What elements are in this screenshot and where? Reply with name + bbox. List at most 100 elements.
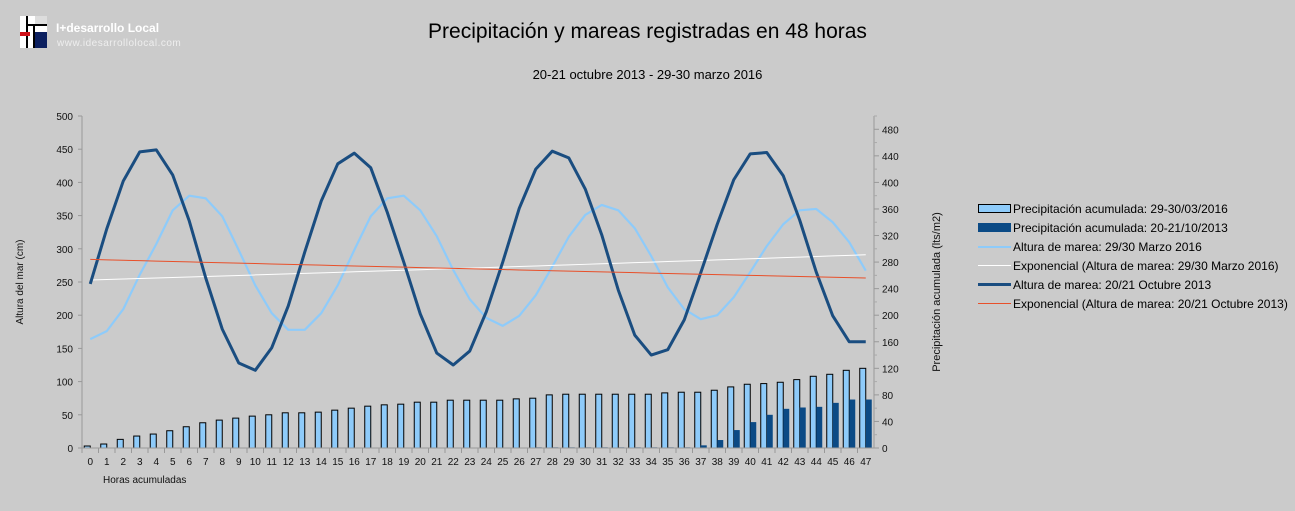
x-tick-label: 44	[811, 457, 823, 468]
bar	[710, 389, 718, 449]
x-tick-label: 1	[104, 457, 110, 468]
bar	[809, 375, 817, 449]
x-tick-label: 9	[236, 457, 242, 468]
x-tick-label: 5	[170, 457, 176, 468]
x-tick-label: 22	[448, 457, 460, 468]
brand-logo	[20, 16, 47, 48]
bar	[331, 409, 339, 449]
y-tick-label: 0	[67, 444, 73, 455]
x-tick-label: 27	[530, 457, 542, 468]
bar	[677, 391, 685, 449]
bar	[826, 373, 834, 449]
bar	[562, 393, 570, 449]
bar	[766, 414, 773, 448]
bar	[661, 392, 669, 449]
bar	[816, 406, 823, 448]
legend-swatch	[978, 283, 1011, 286]
x-tick-label: 10	[250, 457, 262, 468]
y-tick-label: 50	[62, 411, 74, 422]
y2-tick-label: 480	[882, 125, 899, 136]
bar	[776, 381, 784, 449]
x-tick-label: 29	[563, 457, 575, 468]
x-tick-label: 32	[613, 457, 625, 468]
bar	[182, 426, 190, 449]
bar	[347, 407, 355, 449]
bar	[628, 393, 636, 449]
y2-tick-label: 120	[882, 364, 899, 375]
x-tick-label: 12	[283, 457, 295, 468]
trend-line	[90, 258, 866, 279]
x-tick-label: 30	[580, 457, 592, 468]
x-tick-label: 43	[794, 457, 806, 468]
bar	[793, 379, 801, 449]
bar	[783, 408, 790, 448]
legend-label: Altura de marea: 29/30 Marzo 2016	[1013, 239, 1202, 254]
bar	[380, 404, 388, 449]
legend-label: Exponencial (Altura de marea: 20/21 Octu…	[1013, 296, 1288, 311]
bar	[314, 411, 322, 449]
legend-swatch	[978, 265, 1011, 266]
bar	[849, 399, 856, 448]
chart-subtitle: 20-21 octubre 2013 - 29-30 marzo 2016	[532, 67, 763, 82]
bar	[199, 422, 207, 449]
x-tick-label: 18	[382, 457, 394, 468]
bar	[413, 401, 421, 449]
bar	[700, 445, 707, 448]
brand-name: I+desarrollo Local	[56, 21, 160, 35]
x-tick-label: 34	[646, 457, 658, 468]
legend-item: Precipitación acumulada: 29-30/03/2016	[978, 199, 1288, 218]
x-tick-label: 15	[332, 457, 344, 468]
chart-title: Precipitación y mareas registradas en 48…	[428, 20, 867, 43]
bar	[743, 383, 751, 449]
series-line	[89, 194, 867, 341]
y-tick-label: 400	[56, 178, 73, 189]
y-tick-label: 500	[56, 112, 73, 123]
bar	[512, 398, 520, 449]
bar	[733, 430, 740, 448]
x-tick-label: 4	[153, 457, 159, 468]
x-tick-label: 47	[860, 457, 872, 468]
legend-item: Precipitación acumulada: 20-21/10/2013	[978, 218, 1288, 237]
bar	[799, 407, 806, 448]
bar	[298, 412, 306, 449]
bar	[578, 393, 586, 449]
bar	[611, 393, 619, 449]
bar	[281, 412, 289, 449]
x-tick-label: 33	[629, 457, 641, 468]
y-tick-label: 150	[56, 344, 73, 355]
x-tick-label: 40	[745, 457, 757, 468]
bar	[166, 430, 174, 449]
y2-tick-label: 160	[882, 338, 899, 349]
bar	[644, 393, 652, 449]
y2-axis-label: Precipitación acumulada (lts/m2)	[931, 212, 943, 372]
y-axis-label: Altura del mar (cm)	[15, 239, 26, 324]
trend-line	[90, 254, 866, 281]
y-tick-label: 250	[56, 278, 73, 289]
bar	[842, 369, 850, 449]
legend-label: Altura de marea: 20/21 Octubre 2013	[1013, 277, 1212, 292]
y2-tick-label: 320	[882, 232, 899, 243]
x-tick-label: 35	[662, 457, 674, 468]
x-tick-label: 21	[431, 457, 443, 468]
y-tick-label: 100	[56, 378, 73, 389]
legend-label: Precipitación acumulada: 20-21/10/2013	[1013, 220, 1228, 235]
x-tick-label: 28	[547, 457, 559, 468]
x-tick-label: 13	[299, 457, 311, 468]
x-tick-label: 20	[415, 457, 427, 468]
bar	[479, 399, 487, 449]
x-tick-label: 46	[844, 457, 856, 468]
legend-swatch	[978, 204, 1011, 213]
y2-tick-label: 280	[882, 258, 899, 269]
bar	[116, 438, 124, 449]
x-axis-label: Horas acumuladas	[103, 475, 186, 486]
y-tick-label: 450	[56, 145, 73, 156]
x-tick-label: 6	[186, 457, 192, 468]
bar	[832, 402, 839, 448]
x-tick-label: 41	[761, 457, 773, 468]
bar	[859, 367, 867, 449]
series-line	[88, 148, 866, 372]
bar	[265, 414, 273, 449]
bar	[529, 397, 537, 449]
bar	[750, 422, 757, 448]
bar	[133, 435, 141, 449]
